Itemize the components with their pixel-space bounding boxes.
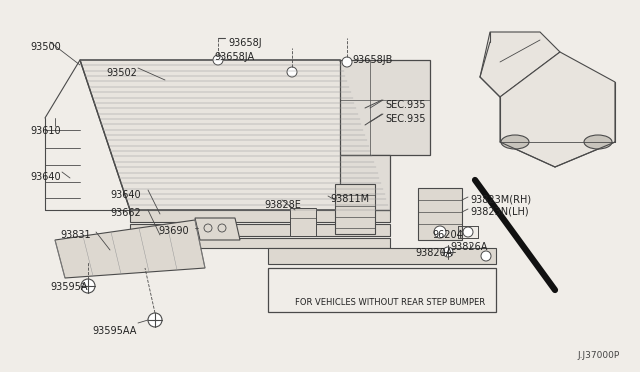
Circle shape <box>213 55 223 65</box>
Polygon shape <box>340 155 390 210</box>
Ellipse shape <box>501 135 529 149</box>
Bar <box>335 184 375 234</box>
Text: 93690: 93690 <box>158 226 189 236</box>
Text: 93658J: 93658J <box>228 38 262 48</box>
Polygon shape <box>268 248 496 264</box>
Text: 93658JA: 93658JA <box>214 52 254 62</box>
Text: 93640: 93640 <box>30 172 61 182</box>
Polygon shape <box>130 224 390 236</box>
Text: 93658JB: 93658JB <box>352 55 392 65</box>
Bar <box>268 268 496 312</box>
Text: 93502: 93502 <box>106 68 137 78</box>
Ellipse shape <box>584 135 612 149</box>
Circle shape <box>148 313 162 327</box>
Text: 93826A: 93826A <box>450 242 488 252</box>
Bar <box>418 188 462 240</box>
Polygon shape <box>80 60 390 210</box>
Text: 93610: 93610 <box>30 126 61 136</box>
Text: 93820A: 93820A <box>415 248 452 258</box>
Circle shape <box>443 247 453 257</box>
Text: J.J37000P: J.J37000P <box>578 351 620 360</box>
Polygon shape <box>340 60 430 155</box>
Polygon shape <box>55 220 205 278</box>
Bar <box>290 208 316 236</box>
Text: 93662: 93662 <box>110 208 141 218</box>
Text: 93823N(LH): 93823N(LH) <box>470 207 529 217</box>
Text: 93831: 93831 <box>60 230 91 240</box>
Circle shape <box>342 57 352 67</box>
Circle shape <box>481 251 491 261</box>
Polygon shape <box>480 32 560 97</box>
Polygon shape <box>195 218 240 240</box>
Circle shape <box>434 226 446 238</box>
Text: SEC.935: SEC.935 <box>385 100 426 110</box>
Text: 93828E: 93828E <box>264 200 301 210</box>
Circle shape <box>287 67 297 77</box>
Text: SEC.935: SEC.935 <box>385 114 426 124</box>
Text: 93823M(RH): 93823M(RH) <box>470 195 531 205</box>
Polygon shape <box>130 238 390 248</box>
Text: FOR VEHICLES WITHOUT REAR STEP BUMPER: FOR VEHICLES WITHOUT REAR STEP BUMPER <box>295 298 485 307</box>
Text: 93811M: 93811M <box>330 194 369 204</box>
Text: 93595A: 93595A <box>50 282 88 292</box>
Polygon shape <box>500 52 615 167</box>
Circle shape <box>81 279 95 293</box>
Text: 96204: 96204 <box>432 230 463 240</box>
Circle shape <box>463 227 473 237</box>
Polygon shape <box>130 210 390 222</box>
Text: 93500: 93500 <box>30 42 61 52</box>
Text: 93595AA: 93595AA <box>92 326 136 336</box>
Text: 93640: 93640 <box>110 190 141 200</box>
